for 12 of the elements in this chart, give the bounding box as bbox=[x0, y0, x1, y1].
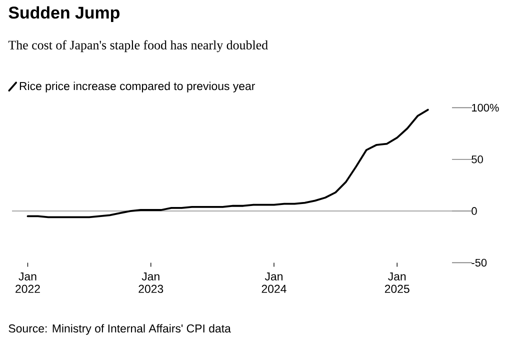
legend-label: Rice price increase compared to previous year bbox=[20, 82, 255, 92]
chart-title: Sudden Jump bbox=[8, 6, 120, 22]
x-tick-label: Jan 2022 bbox=[16, 272, 40, 293]
chart-subtitle: The cost of Japan's staple food has nearly doubled bbox=[8, 40, 268, 52]
y-tick-label: -50 bbox=[472, 258, 487, 267]
y-tick-label: 0 bbox=[472, 207, 477, 215]
x-tick-label: Jan 2024 bbox=[262, 272, 286, 293]
source-note: Source: Ministry of Internal Affairs' CPI data bbox=[8, 324, 231, 335]
y-tick-label: 50 bbox=[472, 156, 483, 164]
y-tick-label: 100% bbox=[472, 104, 499, 112]
x-tick-label: Jan 2025 bbox=[384, 272, 410, 293]
x-tick-label: Jan 2023 bbox=[138, 272, 164, 293]
